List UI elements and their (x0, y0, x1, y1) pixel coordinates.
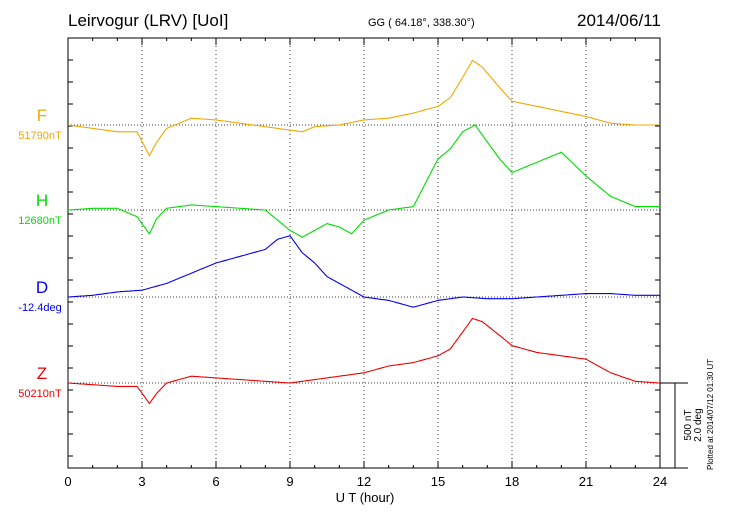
x-tick-label: 0 (64, 474, 71, 489)
plotted-at-label: Plotted at 2014/07/12 01:30 UT (706, 358, 715, 470)
x-tick-label: 21 (579, 474, 593, 489)
series-line-d (67, 235, 660, 308)
x-tick-label: 15 (431, 474, 445, 489)
x-tick-label: 24 (653, 474, 667, 489)
chart-title: Leirvogur (LRV) [UoI] (68, 11, 229, 30)
series-baseline-f: 51790nT (18, 130, 62, 142)
x-tick-label: 18 (505, 474, 519, 489)
series-line-z (67, 317, 661, 405)
series-name-h: H (36, 191, 48, 210)
series-name-f: F (37, 106, 47, 125)
series-baseline-d: -12.4deg (18, 302, 61, 314)
x-tick-label: 6 (212, 474, 219, 489)
x-tick-label: 3 (138, 474, 145, 489)
series-name-z: Z (37, 364, 47, 383)
station-coordinates: GG ( 64.18°, 338.30°) (368, 17, 475, 29)
series-baseline-z: 50210nT (18, 388, 62, 400)
x-tick-label: 12 (357, 474, 371, 489)
x-tick-label: 9 (286, 474, 293, 489)
series-name-d: D (36, 278, 48, 297)
chart-date: 2014/06/11 (577, 11, 661, 30)
x-axis-label: U T (hour) (335, 490, 395, 505)
scale-deg-label: 2.0 deg (693, 408, 704, 441)
series-line-f (67, 59, 660, 157)
scale-nt-label: 500 nT (683, 409, 694, 440)
series-baseline-h: 12680nT (18, 215, 62, 227)
series-line-h (67, 124, 660, 238)
